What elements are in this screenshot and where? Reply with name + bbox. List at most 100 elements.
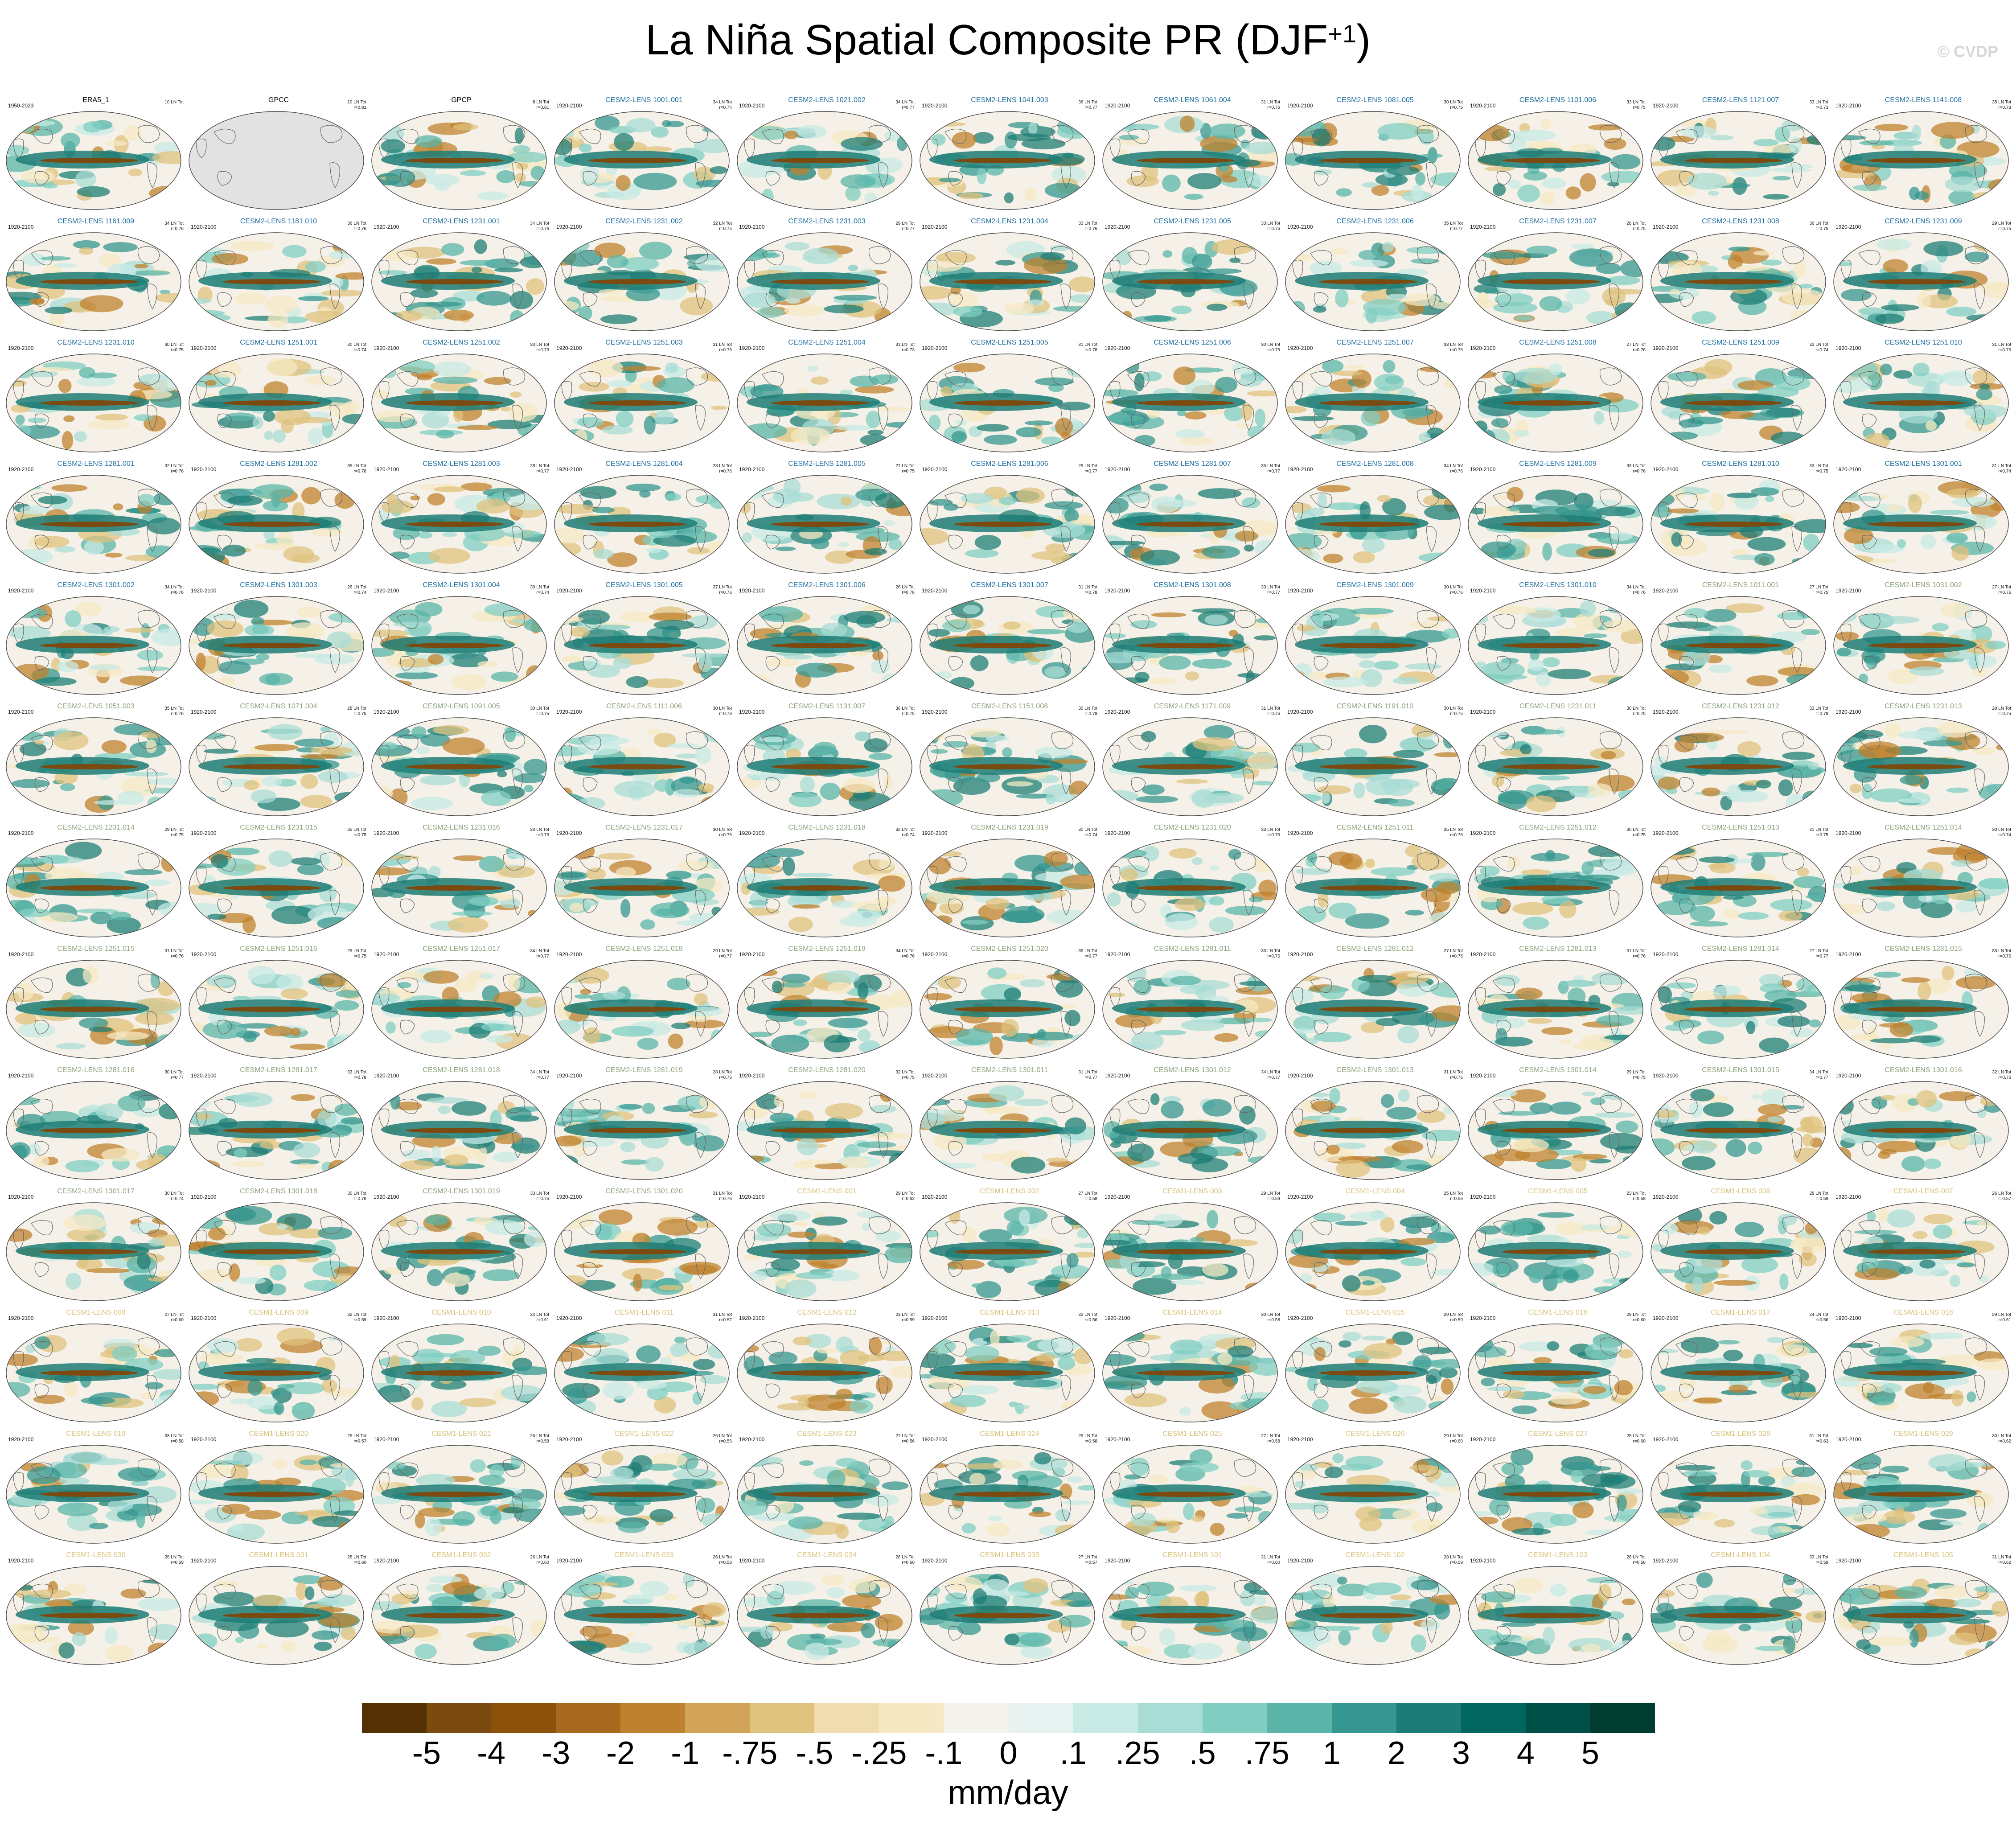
colorbar-tick-label: 2	[1387, 1735, 1405, 1771]
panel-title: CESM2-LENS 1011.001	[1702, 581, 1779, 589]
panel-period: 1920-2100	[1287, 1315, 1313, 1321]
colorbar-box	[1331, 1703, 1397, 1733]
panel-ln-count: 26 LN Tot	[713, 1434, 732, 1439]
robinson-map	[1468, 1445, 1643, 1544]
map-panel: CESM2-LENS 1231.008 1920-2100 36 LN Tot r=0…	[1649, 216, 1832, 337]
panel-title: CESM2-LENS 1251.002	[423, 339, 500, 346]
panel-pattern-correlation: r=0.76	[1450, 469, 1463, 474]
robinson-map	[1102, 596, 1278, 695]
panel-ln-count: 23 LN Tot	[1626, 1191, 1646, 1196]
panel-ln-count: 28 LN Tot	[1444, 1555, 1463, 1560]
robinson-map	[920, 1081, 1095, 1180]
panel-title: CESM2-LENS 1301.006	[788, 581, 866, 589]
panel-period: 1920-2100	[1104, 1558, 1130, 1564]
map-panel: CESM2-LENS 1301.013 1920-2100 31 LN Tot r=0…	[1284, 1065, 1466, 1186]
map-panel: CESM1-LENS 012 1920-2100 23 LN Tot r=0.59	[735, 1307, 918, 1428]
panel-pattern-correlation: r=0.76	[719, 469, 732, 474]
panel-period: 1920-2100	[1287, 345, 1313, 351]
map-panel: CESM2-LENS 1301.010 1920-2100 34 LN Tot r=0…	[1466, 580, 1649, 701]
panel-pattern-correlation: r=0.74	[719, 105, 732, 110]
panel-title: CESM1-LENS 013	[980, 1309, 1039, 1316]
panel-pattern-correlation: r=0.59	[1450, 1318, 1463, 1323]
panel-title: CESM2-LENS 1251.011	[1336, 824, 1414, 831]
map-panel: CESM2-LENS 1251.003 1920-2100 31 LN Tot r=0…	[553, 337, 735, 458]
panel-pattern-correlation: r=0.75	[719, 833, 732, 838]
map-panel: CESM2-LENS 1111.006 1920-2100 30 LN Tot r=0…	[553, 701, 735, 822]
panel-title: CESM2-LENS 1251.020	[971, 945, 1048, 953]
robinson-map	[189, 1566, 364, 1665]
panel-pattern-correlation: r=0.76	[719, 348, 732, 353]
panel-pattern-correlation: r=0.75	[1633, 711, 1646, 716]
panel-period: 1920-2100	[1104, 103, 1130, 109]
panel-pattern-correlation: r=0.62	[1998, 1439, 2011, 1444]
robinson-map	[371, 839, 547, 937]
map-panel: CESM1-LENS 026 1920-2100 29 LN Tot r=0.60	[1284, 1428, 1466, 1550]
panel-title: CESM2-LENS 1301.011	[971, 1066, 1048, 1074]
panel-title: CESM2-LENS 1301.009	[1336, 581, 1414, 589]
robinson-map	[1285, 1445, 1461, 1544]
panel-ln-count: 36 LN Tot	[1809, 221, 1828, 226]
panel-ln-count: 33 LN Tot	[1444, 342, 1463, 347]
panel-title: CESM1-LENS 007	[1893, 1188, 1953, 1195]
robinson-map	[554, 1081, 730, 1180]
panel-title: CESM2-LENS 1301.005	[605, 581, 683, 589]
panel-title: CESM2-LENS 1171.009	[1154, 703, 1231, 710]
panel-pattern-correlation: r=0.77	[171, 1075, 184, 1080]
panel-period: 1920-2100	[1653, 1315, 1679, 1321]
panel-pattern-correlation: r=0.76	[1450, 590, 1463, 595]
panel-title: CESM2-LENS 1231.003	[788, 218, 866, 225]
robinson-map	[554, 111, 730, 210]
panel-pattern-correlation: r=0.75	[719, 226, 732, 231]
map-panel: CESM2-LENS 1281.002 1920-2100 35 LN Tot r=0…	[187, 458, 370, 580]
panel-pattern-correlation: r=0.58	[1267, 1439, 1280, 1444]
figure-title: La Niña Spatial Composite PR (DJF+1)	[0, 13, 2016, 67]
robinson-map	[1102, 475, 1278, 574]
panel-ln-count: 25 LN Tot	[1078, 1434, 1097, 1439]
panel-pattern-correlation: r=0.58	[171, 1439, 184, 1444]
colorbar-box	[1202, 1703, 1268, 1733]
panel-ln-count: 35 LN Tot	[1444, 221, 1463, 226]
colorbar-tick-label: -.5	[796, 1735, 833, 1771]
panel-period: 1920-2100	[1470, 588, 1496, 594]
panel-period: 1920-2100	[191, 1558, 217, 1564]
panel-title: CESM2-LENS 1151.008	[971, 703, 1048, 710]
panel-period: 1920-2100	[1835, 1558, 1861, 1564]
panel-title: CESM2-LENS 1181.010	[240, 218, 317, 225]
map-panel: CESM1-LENS 101 1920-2100 31 LN Tot r=0.60	[1101, 1550, 1284, 1671]
panel-ln-count: 32 LN Tot	[1078, 1312, 1097, 1317]
panel-title: CESM2-LENS 1231.014	[57, 824, 135, 831]
robinson-map	[554, 1202, 730, 1301]
panel-title: CESM2-LENS 1001.001	[605, 96, 683, 104]
map-panel: CESM2-LENS 1301.002 1920-2100 34 LN Tot r=0…	[4, 580, 187, 701]
panel-pattern-correlation: r=0.77	[902, 105, 915, 110]
panel-title: CESM2-LENS 1251.006	[1154, 339, 1231, 346]
panel-pattern-correlation: r=0.60	[1633, 1318, 1646, 1323]
map-panel: CESM2-LENS 1281.001 1920-2100 32 LN Tot r=0…	[4, 458, 187, 580]
panel-pattern-correlation: r=0.75	[1633, 833, 1646, 838]
panel-ln-count: 28 LN Tot	[1626, 221, 1646, 226]
panel-period: 1920-2100	[1104, 1073, 1130, 1079]
panel-period: 1920-2100	[1287, 1073, 1313, 1079]
robinson-map	[920, 1324, 1095, 1422]
panel-ln-count: 31 LN Tot	[1078, 1070, 1097, 1075]
map-panel: CESM2-LENS 1071.004 1920-2100 28 LN Tot r=0…	[187, 701, 370, 822]
panel-ln-count: 25 LN Tot	[347, 1434, 366, 1439]
panel-pattern-correlation: r=0.59	[1450, 1560, 1463, 1565]
panel-title: CESM2-LENS 1021.002	[788, 96, 866, 104]
panel-pattern-correlation: r=0.75	[353, 833, 366, 838]
panel-ln-count: 36 LN Tot	[347, 221, 366, 226]
map-panel: CESM2-LENS 1281.011 1920-2100 33 LN Tot r=0…	[1101, 943, 1284, 1065]
panel-title: CESM2-LENS 1121.007	[1702, 96, 1779, 104]
panel-title: CESM1-LENS 016	[1528, 1309, 1588, 1316]
panel-pattern-correlation: r=0.77	[1450, 226, 1463, 231]
panel-title: CESM2-LENS 1101.006	[1519, 96, 1597, 104]
panel-period: 1920-2100	[1470, 1315, 1496, 1321]
panel-pattern-correlation: r=0.76	[1633, 954, 1646, 959]
panel-title: GPCP	[451, 96, 472, 104]
panel-pattern-correlation: r=0.75	[353, 711, 366, 716]
panel-period: 1920-2100	[1470, 1073, 1496, 1079]
panel-period: 1920-2100	[1470, 103, 1496, 109]
panel-title: CESM1-LENS 009	[249, 1309, 308, 1316]
robinson-map	[1468, 960, 1643, 1059]
map-panel: CESM2-LENS 1001.001 1920-2100 34 LN Tot r=0…	[553, 95, 735, 216]
